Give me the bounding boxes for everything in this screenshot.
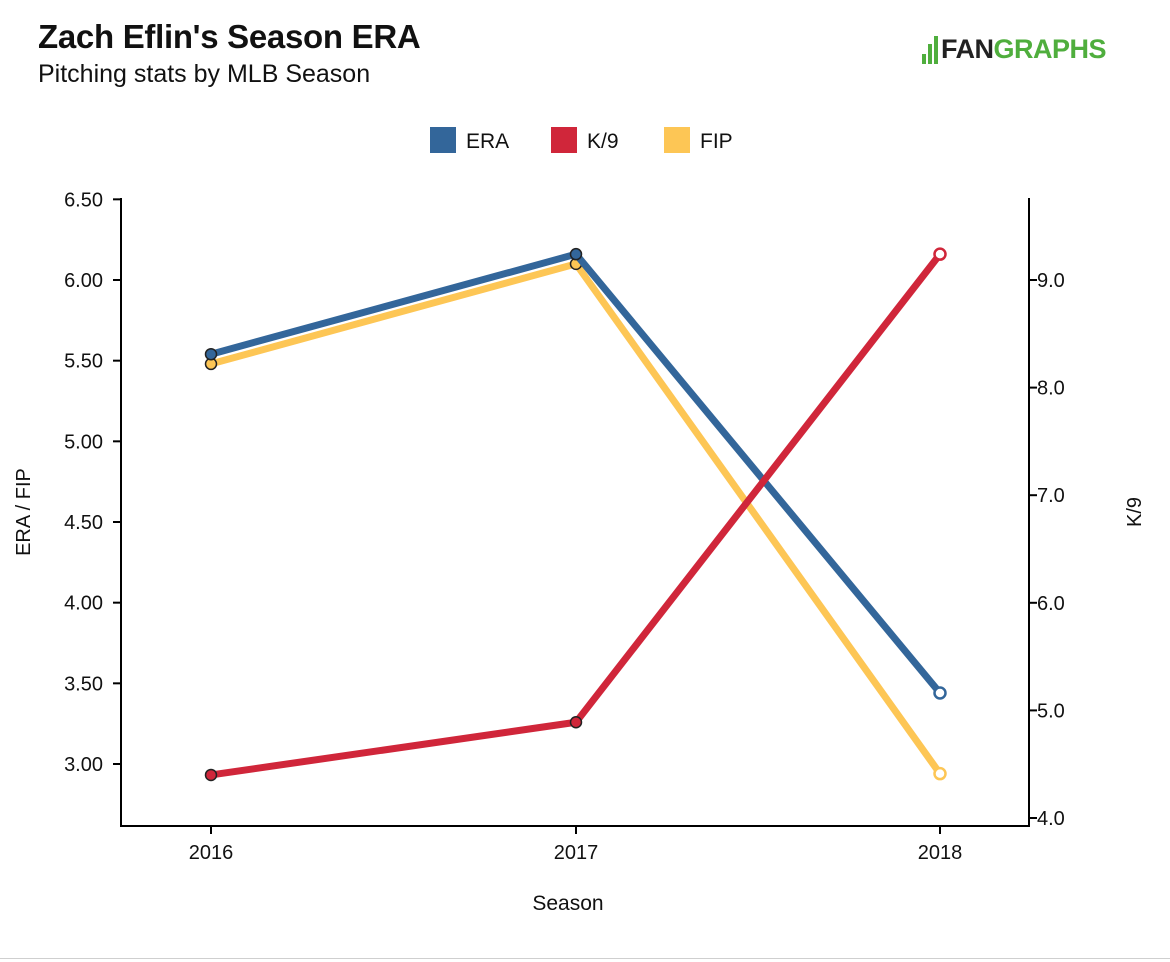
right-tick-label: 8.0: [1037, 378, 1065, 400]
left-tick-label: 3.50: [64, 673, 103, 695]
right-axis-label: K/9: [1124, 497, 1146, 527]
logo-graphs-text: GRAPHS: [993, 33, 1107, 64]
left-tick-label: 4.50: [64, 512, 103, 534]
series-era: [204, 247, 947, 700]
right-tick-label: 7.0: [1037, 485, 1065, 507]
left-tick-label: 6.00: [64, 270, 103, 292]
x-axis-ticks: 2016 2017 2018: [189, 826, 963, 864]
legend-item-era: ERA: [430, 127, 509, 153]
legend-item-k-9: K/9: [551, 127, 619, 153]
bottom-divider: [0, 958, 1170, 959]
right-tick-label: 4.0: [1037, 808, 1065, 830]
chart-series: [204, 247, 947, 782]
legend-swatch: [664, 127, 690, 153]
left-axis-label: ERA / FIP: [13, 468, 35, 556]
x-axis-label: Season: [532, 892, 603, 915]
data-point-k-9[interactable]: [569, 715, 583, 729]
left-tick-label: 5.50: [64, 351, 103, 373]
right-tick-label: 5.0: [1037, 700, 1065, 722]
data-point-era[interactable]: [569, 247, 583, 261]
chart-legend: ERA K/9 FIP: [430, 127, 733, 153]
data-point-k-9[interactable]: [204, 768, 218, 782]
left-axis-ticks: 6.50 6.00 5.50 5.00 4.50 4.00 3.50 3.00: [64, 189, 121, 776]
right-tick-label: 6.0: [1037, 593, 1065, 615]
series-line-fip: [207, 260, 944, 778]
legend-label: K/9: [587, 130, 619, 153]
legend-item-fip: FIP: [664, 127, 733, 153]
series-fip: [204, 257, 947, 781]
data-point-era[interactable]: [204, 347, 218, 361]
right-axis-ticks: 9.0 8.0 7.0 6.0 5.0 4.0: [1029, 270, 1065, 830]
x-tick-label: 2017: [554, 842, 599, 864]
x-tick-label: 2018: [918, 842, 963, 864]
data-point-k-9[interactable]: [933, 247, 947, 261]
legend-swatch: [430, 127, 456, 153]
series-k-9: [204, 247, 947, 782]
fangraphs-logo: FAN GRAPHS: [922, 32, 1107, 66]
left-tick-label: 6.50: [64, 189, 103, 211]
left-tick-label: 4.00: [64, 593, 103, 615]
chart-axes: [120, 198, 1030, 827]
logo-bars-icon: [922, 34, 938, 64]
right-tick-label: 9.0: [1037, 270, 1065, 292]
data-point-fip[interactable]: [933, 766, 947, 781]
legend-swatch: [551, 127, 577, 153]
data-point-era[interactable]: [933, 686, 947, 700]
legend-label: FIP: [700, 130, 733, 153]
left-tick-label: 3.00: [64, 754, 103, 776]
left-tick-label: 5.00: [64, 431, 103, 453]
chart-subtitle: Pitching stats by MLB Season: [38, 60, 371, 88]
series-line-era: [207, 250, 944, 697]
x-tick-label: 2016: [189, 842, 234, 864]
chart-title: Zach Eflin's Season ERA: [38, 18, 421, 55]
logo-fan-text: FAN: [941, 33, 994, 64]
legend-label: ERA: [466, 130, 509, 153]
